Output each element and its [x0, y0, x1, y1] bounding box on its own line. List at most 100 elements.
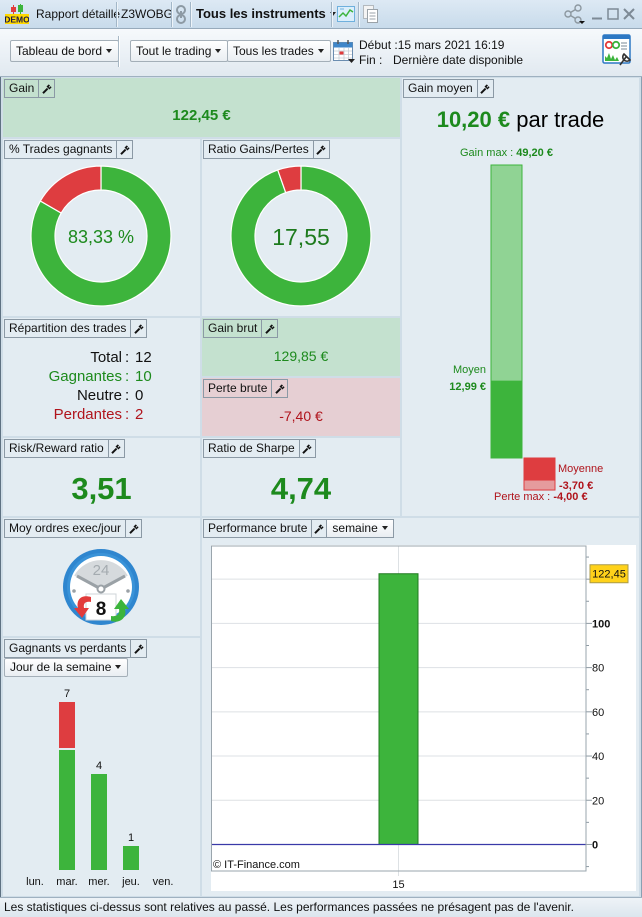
wrench-icon[interactable] [314, 141, 329, 158]
row-value: 2 [135, 406, 144, 423]
title-separator [331, 2, 332, 27]
trading-select[interactable]: Tout le trading [130, 40, 229, 62]
chart-window-icon[interactable] [337, 6, 355, 25]
row-separator: : [125, 387, 130, 404]
wrench-icon[interactable] [478, 80, 493, 97]
demo-badge: DEMO [5, 15, 29, 25]
wrench-icon[interactable] [300, 440, 315, 457]
gain-value: 122,45 € [172, 107, 231, 124]
max-gain-value: 49,20 € [516, 147, 553, 159]
maximize-icon[interactable] [607, 8, 619, 23]
x-tick-label: 15 [392, 879, 404, 891]
y-tick-label: 100 [592, 618, 610, 630]
start-date: Début :15 mars 2021 16:19 [359, 38, 504, 52]
bar-total-label: 4 [96, 760, 102, 772]
gross-gain-tag: Gain brut [203, 319, 279, 338]
max-loss-label: Perte max : [494, 491, 551, 503]
donut-slice-losers [39, 165, 102, 214]
donut-slice-winners [230, 165, 372, 307]
chevron-down-icon [106, 49, 113, 53]
performance-tag: Performance brute semaine [203, 519, 394, 538]
disclaimer-text: Les statistiques ci-dessus sont relative… [4, 900, 574, 914]
distribution-row-losers: Perdantes:2 [3, 405, 200, 424]
wrench-icon[interactable] [117, 141, 132, 158]
title-separator [116, 2, 117, 27]
gross-loss-tag: Perte brute [203, 379, 289, 398]
chart-background [211, 545, 636, 891]
demo-chart-icon: DEMO [4, 4, 30, 28]
wrench-icon[interactable] [131, 640, 146, 657]
trades-select[interactable]: Tous les trades [227, 40, 331, 62]
wrench-icon[interactable] [126, 520, 141, 537]
y-tick-label: 20 [592, 795, 604, 807]
start-date-label: Début : [359, 38, 398, 52]
report-settings-icon[interactable] [602, 34, 634, 70]
donut-slice-winners [30, 165, 172, 307]
max-loss-value: -4,00 € [553, 491, 588, 503]
avg-loss-value: -3,70 € [559, 480, 594, 492]
trade-distribution-label: Répartition des trades [5, 320, 132, 337]
avg-gain-suffix: par trade [516, 107, 605, 132]
winners-vs-losers-label: Gagnants vs perdants [5, 640, 132, 657]
account-id[interactable]: Z3WOBG [121, 7, 174, 21]
instrument-selector-label: Tous les instruments [196, 6, 326, 21]
y-tick-label: 60 [592, 707, 604, 719]
donut-slice-losers [276, 165, 302, 194]
trades-select-label: Tous les trades [233, 44, 314, 58]
chevron-down-icon [115, 665, 122, 669]
performance-period-select[interactable]: semaine [327, 520, 393, 537]
share-icon[interactable] [564, 4, 586, 27]
title-separator [171, 2, 172, 27]
last-value-badge [589, 564, 629, 584]
gain-loss-ratio-panel: Ratio Gains/Pertes 17,55 [202, 139, 400, 316]
wrench-icon[interactable] [131, 320, 146, 337]
win-rate-value: 83,33 % [68, 227, 134, 247]
winners-vs-losers-chart: lun. 7 mar. 4 mer. 1 jeu. ven. [26, 688, 173, 888]
title-bar: DEMO Rapport détaillé Z3WOBG Tous les in… [0, 0, 642, 29]
window-title[interactable]: Rapport détaillé [36, 7, 121, 21]
gross-gain-panel: Gain brut 129,85 € [202, 318, 400, 376]
minimize-icon[interactable] [591, 8, 603, 23]
link-icon[interactable] [175, 5, 187, 27]
wrench-icon[interactable] [312, 520, 328, 537]
orders-per-day-panel: Moy ordres exec/jour 24 8 [3, 518, 200, 636]
row-name: Neutre [76, 387, 122, 404]
calendar-icon[interactable] [333, 40, 356, 66]
weekday-period-select[interactable]: Jour de la semaine [4, 658, 129, 677]
winners-vs-losers-panel: Gagnants vs perdants Jour de la semaine … [3, 638, 200, 896]
wrench-icon[interactable] [272, 380, 287, 397]
weekday-tick-label: mer. [88, 876, 109, 888]
trade-distribution-panel: Répartition des trades Total:12 Gagnante… [3, 318, 200, 436]
y-tick-label: 80 [592, 663, 604, 675]
performance-panel: Performance brute semaine 0 20 40 60 80 100 12… [202, 518, 639, 896]
close-icon[interactable] [623, 8, 635, 23]
risk-reward-label: Risk/Reward ratio [5, 440, 109, 457]
wrench-icon[interactable] [109, 440, 124, 457]
view-select-label: Tableau de bord [16, 44, 103, 58]
distribution-row-neutral: Neutre:0 [3, 386, 200, 405]
win-rate-panel: % Trades gagnants 83,33 % [3, 139, 200, 316]
wrench-icon[interactable] [262, 320, 277, 337]
losers-bar [59, 702, 75, 748]
performance-chart: 02040608010012015122,45© IT-Finance.com [211, 545, 636, 891]
bar-total-label: 7 [64, 688, 70, 700]
start-date-value: 15 mars 2021 16:19 [397, 38, 505, 52]
sharpe-tag: Ratio de Sharpe [203, 439, 316, 458]
document-icon[interactable] [363, 5, 378, 26]
toolbar-separator [118, 36, 119, 67]
weekday-tick-label: mar. [56, 876, 77, 888]
avg-gain-panel: Gain moyen 10,20 € par trade Gain max : … [402, 78, 639, 516]
row-name: Perdantes [53, 406, 122, 423]
winners-bar [91, 774, 107, 870]
weekday-tick-label: lun. [26, 876, 44, 888]
wrench-icon[interactable] [39, 80, 54, 97]
trading-select-label: Tout le trading [136, 44, 212, 58]
instrument-selector[interactable]: Tous les instruments [196, 0, 336, 28]
winners-vs-losers-tag: Gagnants vs perdants [4, 639, 148, 658]
last-value-badge-text: 122,45 [592, 569, 626, 581]
view-select[interactable]: Tableau de bord [10, 40, 120, 62]
plot-border [211, 545, 587, 872]
sharpe-value: 4,74 [270, 471, 332, 506]
clock-icon: 24 8 [63, 549, 139, 625]
